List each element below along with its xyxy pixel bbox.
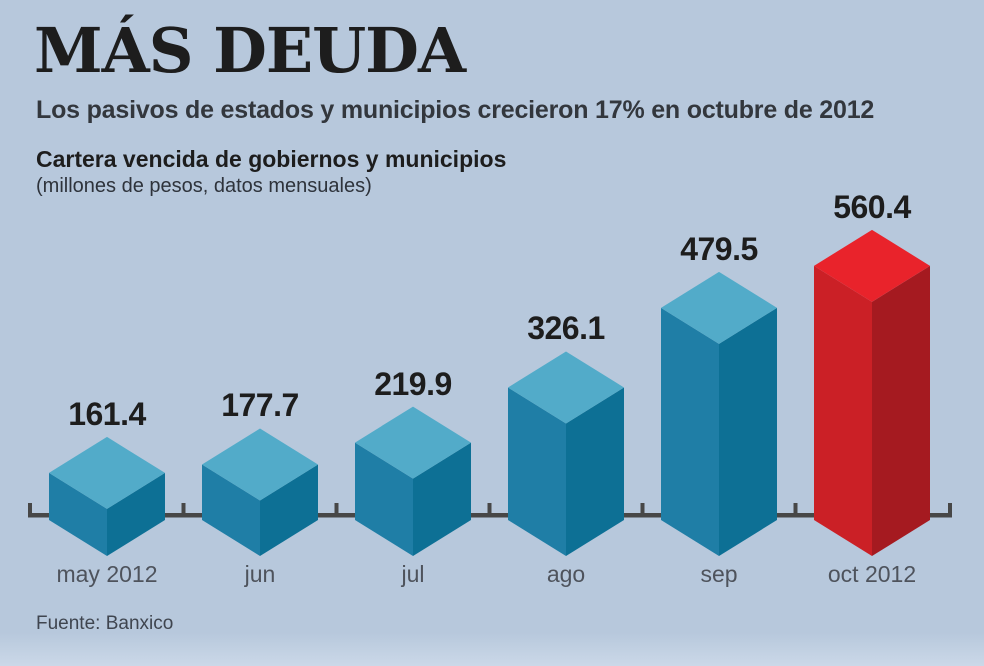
page-title: MÁS DEUDA — [34, 14, 466, 87]
bar-face-right — [872, 265, 930, 556]
bar-face-right — [260, 464, 318, 556]
bar-value-label: 161.4 — [68, 395, 146, 432]
bar-face-top — [355, 406, 471, 479]
bar-face-left — [508, 387, 566, 556]
x-axis-label: jun — [244, 561, 276, 587]
bar-face-right — [413, 442, 471, 556]
chart-subheading: (millones de pesos, datos mensuales) — [36, 175, 372, 197]
bar-value-label: 560.4 — [833, 188, 911, 225]
bar-face-top — [814, 229, 930, 302]
bar-value-label: 326.1 — [527, 310, 605, 347]
bar-value-label: 177.7 — [221, 387, 299, 424]
bar-value-label: 479.5 — [680, 230, 758, 267]
bar-face-right — [566, 387, 624, 556]
x-axis-label: may 2012 — [56, 561, 158, 587]
bar-face-left — [814, 265, 872, 556]
bar-value-label: 219.9 — [374, 365, 452, 402]
page-subtitle: Los pasivos de estados y municipios crec… — [36, 96, 875, 124]
bar-face-left — [202, 464, 260, 556]
bar-face-top — [508, 351, 624, 424]
bar-face-top — [661, 271, 777, 344]
x-axis-label: sep — [700, 561, 738, 587]
source-credit: Fuente: Banxico — [36, 613, 174, 634]
bar-face-left — [661, 307, 719, 556]
bar-face-top — [49, 436, 165, 509]
bar-face-left — [49, 472, 107, 556]
bar-face-left — [355, 442, 413, 556]
x-axis-label: oct 2012 — [827, 561, 917, 587]
bar-face-right — [719, 307, 777, 556]
x-axis-label: jul — [401, 561, 425, 587]
bar-face-top — [202, 428, 318, 501]
chart-heading: Cartera vencida de gobiernos y municipio… — [36, 146, 507, 172]
bar-face-right — [107, 472, 165, 556]
x-axis-label: ago — [546, 561, 586, 587]
